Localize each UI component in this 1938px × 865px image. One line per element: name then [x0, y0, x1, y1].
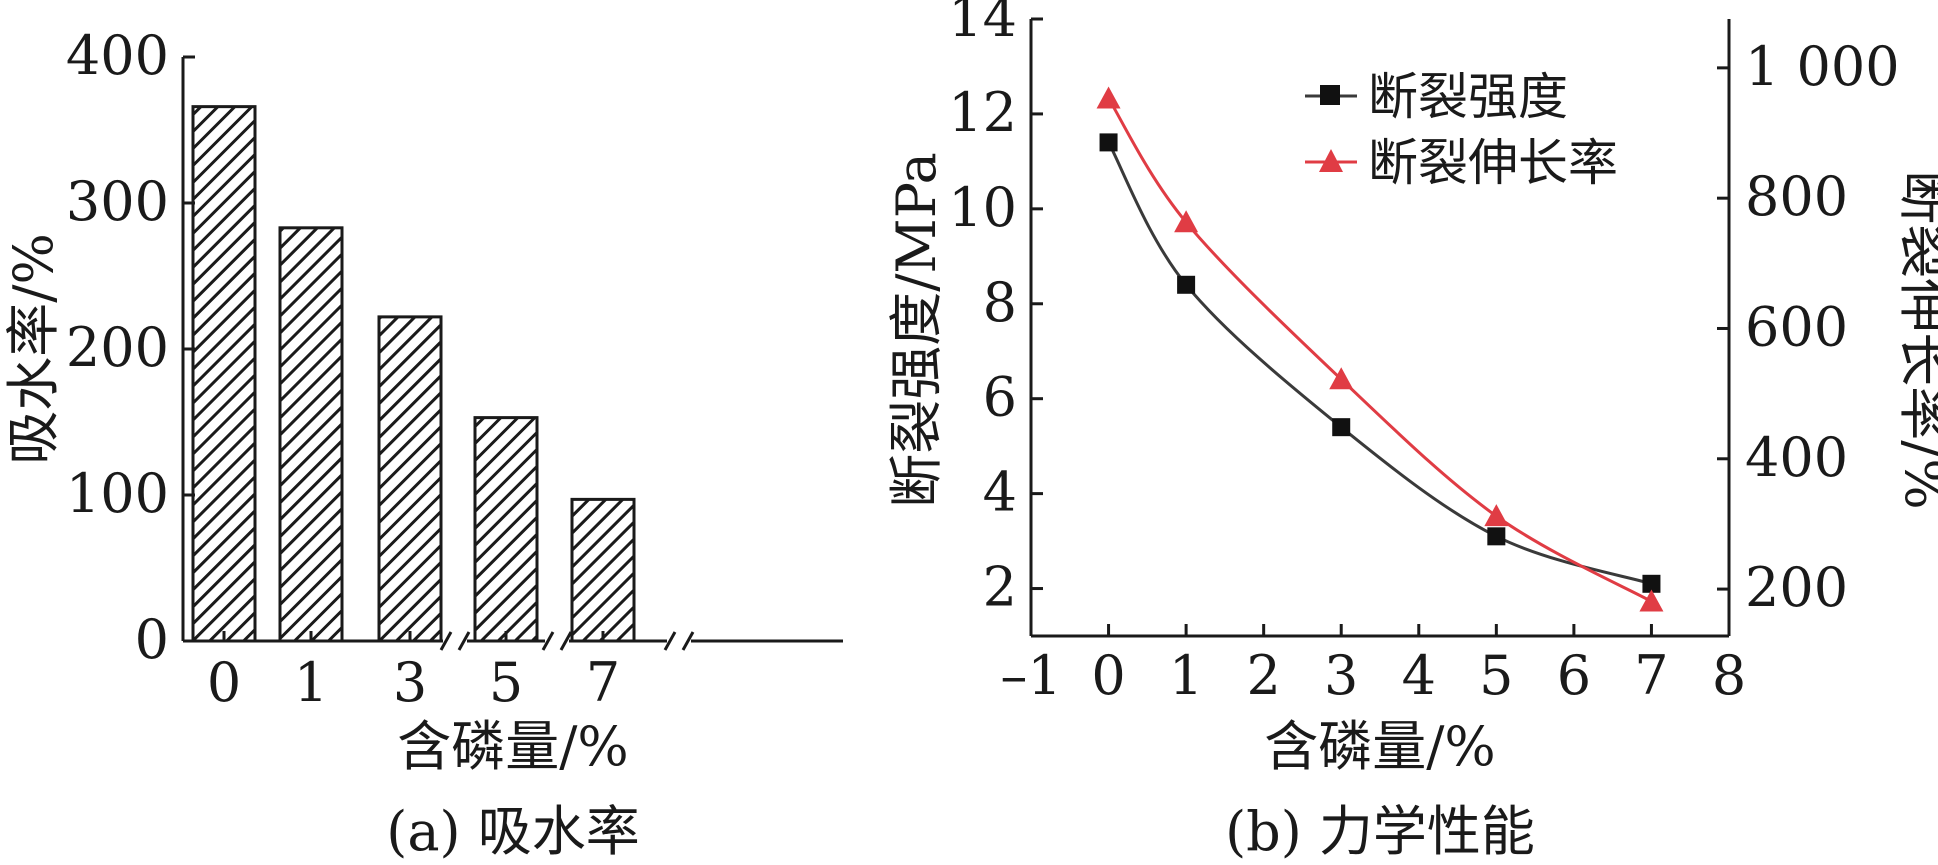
bar-0	[191, 105, 257, 643]
axis-break-slash	[681, 631, 695, 651]
chart-b-ylabel: 断裂强度/MPa	[885, 152, 948, 508]
bar-7	[570, 497, 636, 643]
series-line-strength	[1107, 141, 1652, 586]
chart-b-xlabel: 含磷量/%	[1264, 715, 1496, 778]
axis-break-slash	[663, 631, 677, 651]
y-tick-label: 0	[135, 608, 169, 671]
y2-tick-label: 800	[1745, 165, 1848, 228]
y-tick-label: 14	[948, 0, 1017, 49]
point-strength-7	[1642, 574, 1661, 593]
x-tick-label: 6	[1557, 644, 1591, 707]
chart-b-x-ticks: –1 0 1 2 3 4 5 6 7 8	[1000, 624, 1746, 707]
y-tick-label: 100	[66, 462, 169, 525]
y-tick-label: 300	[66, 170, 169, 233]
chart-a-caption: (a) 吸水率	[386, 800, 640, 863]
point-elongation-1	[1174, 210, 1199, 233]
legend-label-strength: 断裂强度	[1368, 68, 1568, 126]
x-tick-label: 5	[1479, 644, 1513, 707]
legend-label-elongation: 断裂伸长率	[1368, 134, 1618, 192]
point-elongation-7	[1639, 589, 1664, 612]
x-tick-label: 2	[1246, 644, 1280, 707]
x-tick-label: 0	[207, 651, 241, 714]
x-tick-label: 7	[1634, 644, 1668, 707]
x-tick-label: 3	[393, 651, 427, 714]
bar-1	[278, 226, 344, 643]
x-tick-label: 3	[1324, 644, 1358, 707]
x-tick-label: 8	[1712, 644, 1746, 707]
point-elongation-5	[1484, 504, 1509, 527]
chart-a-ylabel: 吸水率/%	[2, 233, 65, 465]
y-tick-label: 12	[948, 81, 1017, 144]
chart-b-series	[1096, 86, 1664, 612]
y2-tick-label: 200	[1745, 556, 1848, 619]
bar-5	[473, 416, 539, 643]
y-tick-label: 200	[66, 316, 169, 379]
y-tick-label: 10	[948, 176, 1017, 239]
y2-tick-label: 400	[1745, 426, 1848, 489]
x-tick-label: 1	[294, 651, 328, 714]
y-tick-label: 400	[66, 24, 169, 87]
y-tick-label: 4	[983, 461, 1017, 524]
point-strength-1	[1177, 275, 1196, 294]
legend-marker-square	[1320, 85, 1340, 105]
x-tick-label: 1	[1169, 644, 1203, 707]
x-tick-label: 5	[489, 651, 523, 714]
point-elongation-3	[1329, 367, 1354, 390]
chart-b-y-ticks: 2 4 6 8 10 12 14	[948, 0, 1043, 619]
chart-a-xlabel: 含磷量/%	[397, 715, 629, 778]
axis-break-slash	[541, 631, 555, 651]
bar-3	[377, 315, 443, 643]
y-tick-label: 8	[983, 271, 1017, 334]
chart-b-y2label: 断裂伸长率/%	[1893, 170, 1938, 510]
axis-break-slash	[439, 631, 453, 651]
chart-a-bars	[191, 105, 636, 643]
point-strength-0	[1099, 133, 1118, 152]
y-tick-label: 2	[983, 556, 1017, 619]
y2-tick-label: 600	[1745, 295, 1848, 358]
axis-break-slash	[457, 631, 471, 651]
x-tick-label: 4	[1402, 644, 1436, 707]
x-tick-label: –1	[1000, 644, 1061, 707]
x-tick-label: 0	[1091, 644, 1125, 707]
point-strength-3	[1332, 418, 1351, 437]
chart-b-caption: (b) 力学性能	[1225, 800, 1535, 863]
chart-a-y-ticks: 0 100 200 300 400	[66, 24, 195, 671]
chart-b-y2-ticks: 200 400 600 800 1 000	[1717, 35, 1900, 619]
point-strength-5	[1487, 527, 1506, 546]
chart-a-axis-breaks	[439, 631, 695, 651]
chart-b-legend: 断裂强度 断裂伸长率	[1305, 68, 1618, 192]
x-tick-label: 7	[586, 651, 620, 714]
y-tick-label: 6	[983, 366, 1017, 429]
y2-tick-label: 1 000	[1745, 35, 1900, 98]
point-elongation-0	[1096, 86, 1121, 109]
legend-marker-triangle	[1319, 149, 1343, 172]
axis-break-slash	[559, 631, 573, 651]
